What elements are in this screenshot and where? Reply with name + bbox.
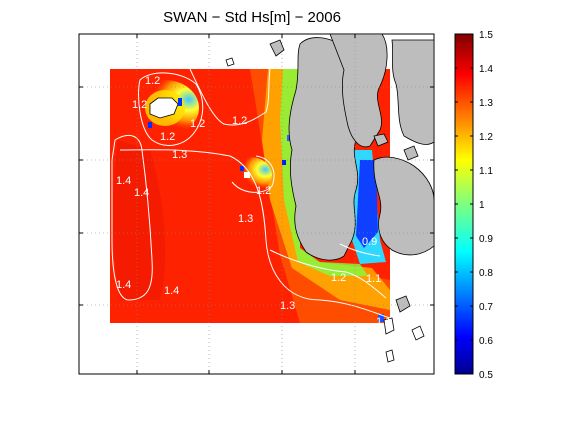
contour-label: 1.3 (238, 213, 253, 225)
blue-cell (240, 166, 244, 171)
contour-label: 1.4 (164, 285, 179, 297)
blue-cell (378, 314, 384, 322)
land-islet-2 (403, 145, 419, 161)
colorbar-tick-label: 1.1 (479, 166, 493, 177)
land-islet-7 (411, 325, 425, 341)
contour-labels: 1.2 1.2 1.2 1.2 1.3 1.4 1.4 1.2 1.3 1.4 … (116, 75, 391, 328)
contour-label: 1.2 (190, 118, 205, 130)
land-islet-8 (225, 57, 235, 67)
contour-label: 1.2 (256, 185, 271, 197)
contour-lines (111, 68, 391, 319)
contour-label: 1.1 (366, 273, 381, 285)
colorbar-tick-label: 0.6 (479, 336, 493, 347)
blue-cell (148, 122, 152, 128)
contour-1.4 (111, 134, 153, 301)
contour-label: 1.4 (116, 279, 131, 291)
axis-ticks (79, 34, 434, 374)
contour-1.3 (119, 149, 391, 319)
contour-label: 1.2 (331, 272, 346, 284)
contour-0.9 (339, 243, 381, 257)
land-islet-4 (395, 295, 411, 313)
contour-label: 1.2 (160, 131, 175, 143)
contour-1.2-islet (231, 155, 275, 193)
map-layer (79, 34, 434, 374)
contour-1.2-south (269, 249, 387, 299)
contour-label: 1.4 (134, 187, 149, 199)
land-islet-1 (373, 133, 389, 147)
chart-title: SWAN − Std Hs[m] − 2006 (163, 9, 341, 26)
fjord-blue (356, 160, 378, 248)
colorbar-tick-label: 1.2 (479, 132, 493, 143)
colorbar-tick-label: 1 (479, 200, 485, 211)
land-islet-5 (383, 317, 395, 335)
land-southeast (373, 156, 434, 256)
colorbar-tick-label: 0.7 (479, 302, 493, 313)
contour-label: 1.2 (232, 115, 247, 127)
land-islet-6 (385, 349, 395, 363)
contour-label: 1.3 (172, 149, 187, 161)
islet (244, 172, 250, 178)
land-islet-3 (269, 39, 285, 57)
blue-cell (282, 160, 286, 165)
contour-1.2-north (189, 68, 271, 126)
island-nw (149, 97, 179, 119)
colorbar-ticks: 1.5 1.4 1.3 1.2 1.1 1 0.9 0.8 0.7 0.6 0.5 (455, 30, 493, 381)
colorbar-tick-label: 1.3 (479, 98, 493, 109)
blue-cell (178, 98, 182, 106)
contour-1.2-island (138, 72, 204, 146)
grid (79, 34, 434, 374)
contour-label: 1.4 (116, 175, 131, 187)
colorbar-tick-label: 0.9 (479, 234, 493, 245)
contour-label: 1.3 (280, 300, 295, 312)
contour-label: 0.9 (362, 236, 377, 248)
contour-label: 1.2 (145, 75, 160, 87)
colorbar-tick-label: 1.5 (479, 30, 493, 41)
colorbar-tick-label: 0.5 (479, 370, 493, 381)
land-far-east (391, 39, 434, 145)
colorbar-tick-label: 1.4 (479, 64, 493, 75)
contour-label: 1.2 (132, 99, 147, 111)
colorbar-tick-label: 0.8 (479, 268, 493, 279)
contour-label: 1.1 (376, 316, 391, 328)
